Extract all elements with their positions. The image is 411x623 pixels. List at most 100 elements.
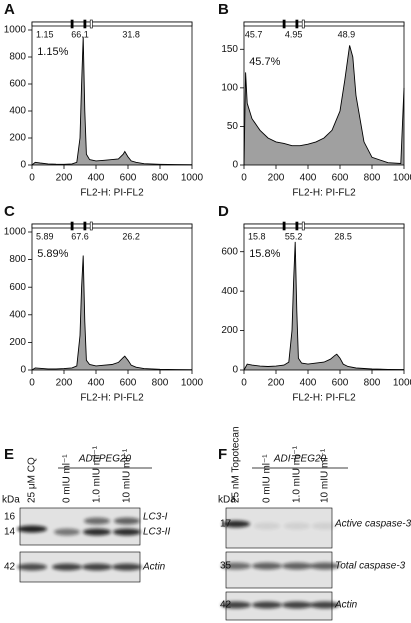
kda-marker: 42 [4, 562, 16, 573]
gate-value: 48.9 [338, 29, 356, 39]
gate-marker [295, 221, 299, 231]
x-tick-label: 600 [120, 378, 137, 389]
gate-value: 67.6 [71, 231, 89, 241]
x-tick-label: 600 [332, 378, 349, 389]
lane-label: 25 μM CQ [27, 457, 38, 503]
y-tick-label: 0 [20, 160, 26, 171]
x-axis-label: FL2-H: PI-FL2 [80, 188, 144, 199]
gate-value: 26.2 [122, 231, 140, 241]
x-tick-label: 200 [268, 173, 285, 184]
gate-bar [31, 21, 193, 27]
y-tick-label: 1000 [4, 25, 27, 36]
band-label: Actin [142, 562, 166, 573]
x-tick-label: 800 [152, 378, 169, 389]
x-tick-label: 0 [29, 173, 35, 184]
kda-marker: 35 [220, 561, 232, 572]
lane-label: 0 mIU ml⁻¹ [62, 454, 73, 503]
y-tick-label: 100 [221, 82, 238, 93]
lane-label: 10 mIU ml⁻¹ [320, 448, 331, 503]
annotation: 1.15% [37, 46, 68, 58]
band [84, 517, 110, 525]
gate-marker [83, 221, 87, 231]
x-tick-label: 800 [152, 173, 169, 184]
panel-letter: F [218, 446, 227, 463]
band [54, 528, 80, 536]
area-fill [244, 45, 404, 165]
x-axis-label: FL2-H: PI-FL2 [292, 393, 356, 404]
lane-label: 25 nM Topotecan [231, 426, 242, 503]
panel-letter: A [4, 1, 15, 18]
x-tick-label: 1000 [181, 173, 204, 184]
x-tick-label: 800 [364, 173, 381, 184]
gate-value: 28.5 [334, 231, 352, 241]
treatment-header: ADI-PEG20 [78, 454, 132, 465]
x-tick-label: 200 [268, 378, 285, 389]
band [312, 522, 338, 530]
band-label: Total caspase-3 [335, 561, 406, 572]
x-tick-label: 0 [241, 173, 247, 184]
lane-label: 10 mIU ml⁻¹ [122, 448, 133, 503]
y-tick-label: 200 [221, 325, 238, 336]
band [282, 601, 312, 609]
band [221, 601, 251, 609]
kda-marker: 16 [4, 512, 16, 523]
y-tick-label: 200 [9, 337, 26, 348]
plot-frame [31, 21, 193, 166]
x-tick-label: 1000 [393, 173, 411, 184]
band [114, 517, 140, 525]
band [17, 563, 47, 571]
histogram-line [31, 255, 193, 371]
gate-marker [89, 19, 93, 29]
kda-label: kDa [218, 495, 236, 506]
gate-bar [31, 223, 193, 229]
plot-frame [31, 223, 193, 371]
treatment-header: ADI-PEG20 [273, 454, 327, 465]
band [52, 563, 82, 571]
gate-marker [295, 19, 299, 29]
lane-label: 1.0 mIU ml⁻¹ [292, 445, 303, 503]
kda-marker: 17 [220, 519, 232, 530]
x-tick-label: 400 [300, 378, 317, 389]
band-label: Actin [334, 600, 358, 611]
gate-marker [301, 221, 305, 231]
y-tick-label: 600 [221, 246, 238, 257]
y-tick-label: 50 [227, 121, 239, 132]
lane-label: 0 mIU ml⁻¹ [262, 454, 273, 503]
panel-letter: C [4, 203, 15, 220]
band [310, 601, 340, 609]
panel-letter: B [218, 1, 229, 18]
gate-value: 5.89 [36, 231, 54, 241]
y-tick-label: 150 [221, 44, 238, 55]
y-tick-label: 800 [9, 254, 26, 265]
band [82, 563, 112, 571]
x-tick-label: 1000 [393, 378, 411, 389]
x-tick-label: 600 [332, 173, 349, 184]
band [221, 562, 251, 570]
x-axis-label: FL2-H: PI-FL2 [80, 393, 144, 404]
y-tick-label: 0 [232, 365, 238, 376]
band-label: LC3-II [143, 527, 170, 538]
x-tick-label: 800 [364, 378, 381, 389]
x-axis-label: FL2-H: PI-FL2 [292, 188, 356, 199]
plot-frame [243, 223, 405, 371]
kda-marker: 42 [220, 600, 232, 611]
x-tick-label: 400 [300, 173, 317, 184]
band-label: Active caspase-3 [334, 519, 411, 530]
y-tick-label: 0 [232, 160, 238, 171]
band-label: LC3-I [143, 512, 168, 523]
annotation: 15.8% [249, 248, 280, 260]
y-tick-label: 600 [9, 282, 26, 293]
annotation: 5.89% [37, 248, 68, 260]
y-tick-label: 600 [9, 79, 26, 90]
histogram-line [243, 45, 405, 166]
kda-label: kDa [2, 495, 20, 506]
band [113, 528, 141, 536]
band [284, 522, 310, 530]
y-tick-label: 800 [9, 52, 26, 63]
area-fill [32, 255, 192, 370]
gate-value: 66.1 [71, 29, 89, 39]
gate-value: 55.2 [285, 231, 303, 241]
band [222, 520, 250, 528]
gate-marker [301, 19, 305, 29]
y-tick-label: 1000 [4, 227, 27, 238]
